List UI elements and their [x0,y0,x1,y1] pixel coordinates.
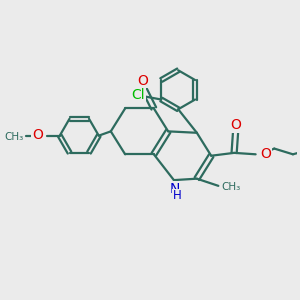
Text: O: O [32,128,43,142]
Text: O: O [230,118,241,132]
Text: O: O [260,147,271,161]
Text: CH₃: CH₃ [5,132,24,142]
Text: N: N [169,182,180,196]
Text: H: H [173,189,182,203]
Text: CH₃: CH₃ [222,182,241,192]
Text: O: O [137,74,148,88]
Text: Cl: Cl [132,88,145,102]
